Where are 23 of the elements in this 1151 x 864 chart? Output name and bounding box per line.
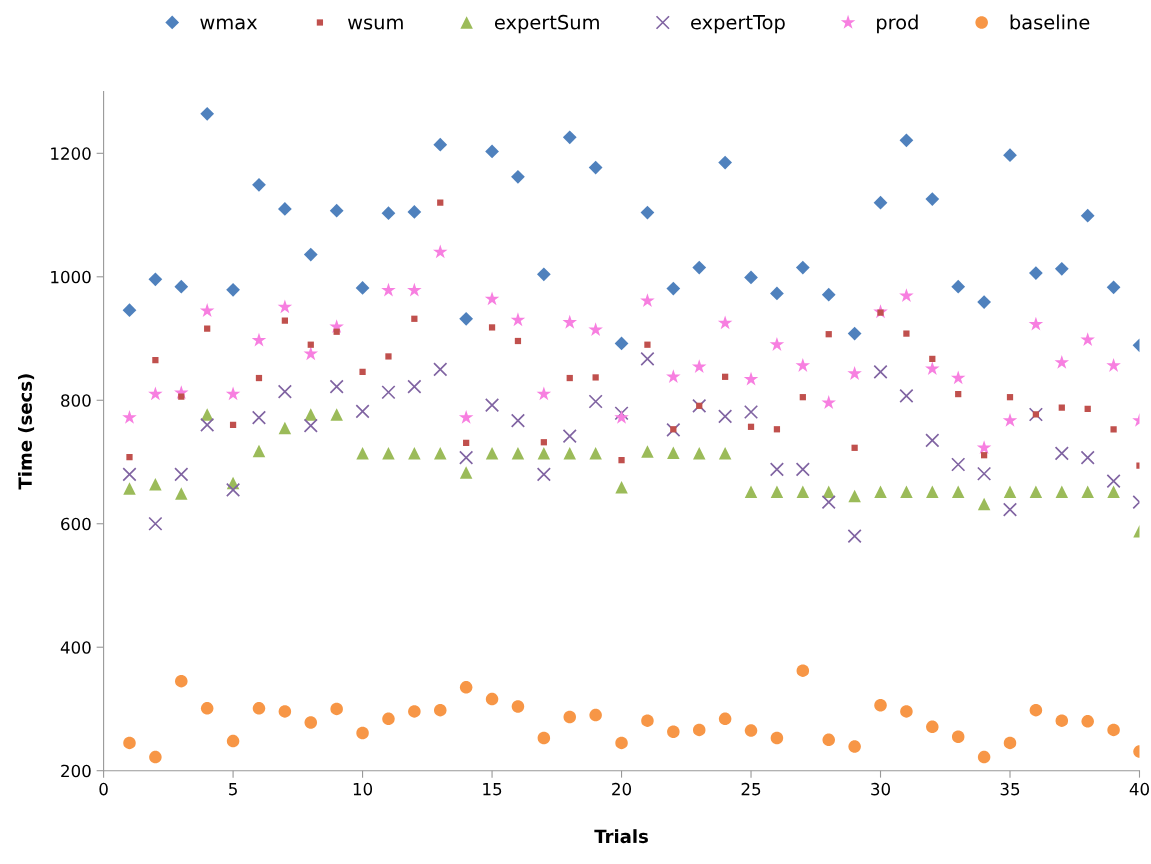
x-axis-title: Trials: [594, 829, 648, 844]
x-tick-label: 5: [229, 783, 237, 796]
x-tick-label: 10: [353, 782, 373, 796]
legend-label: wmax: [200, 18, 258, 30]
legend-label: expertTop: [691, 15, 785, 34]
y-tick-label: 1200: [51, 147, 91, 160]
x-tick-label: 15: [483, 783, 502, 796]
x-tick-label: 25: [741, 782, 761, 796]
y-tick-label: 400: [60, 641, 91, 654]
y-tick-label: 600: [61, 517, 91, 531]
y-tick-label: 1000: [51, 270, 91, 284]
x-tick-label: 40: [1129, 782, 1149, 796]
x-tick-label: 20: [612, 782, 632, 796]
y-tick-label: 800: [61, 394, 91, 407]
legend-label: expertSum: [494, 14, 599, 34]
x-tick-label: 35: [1000, 782, 1020, 796]
legend-label: wsum: [347, 18, 403, 30]
y-axis-title: Time (secs): [18, 374, 35, 490]
x-tick-label: 0: [99, 782, 108, 796]
x-tick-label: 30: [871, 782, 891, 796]
y-tick-label: 200: [61, 764, 91, 778]
legend-label: baseline: [1010, 14, 1090, 30]
legend-label: prod: [877, 14, 918, 34]
